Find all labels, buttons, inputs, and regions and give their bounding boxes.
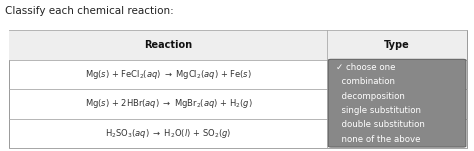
Text: ✓ choose one: ✓ choose one xyxy=(336,63,395,72)
Text: combination: combination xyxy=(336,77,395,86)
Bar xyxy=(328,30,467,60)
Text: Classify each chemical reaction:: Classify each chemical reaction: xyxy=(5,6,173,16)
Text: single substitution: single substitution xyxy=(336,106,421,115)
Text: Type: Type xyxy=(384,40,410,50)
Text: Reaction: Reaction xyxy=(145,40,192,50)
Text: decomposition: decomposition xyxy=(336,92,405,101)
Bar xyxy=(9,30,328,60)
Text: H$_2$SO$_3$$(aq)$ $\rightarrow$ H$_2$O$(l)$ + SO$_2$$(g)$: H$_2$SO$_3$$(aq)$ $\rightarrow$ H$_2$O$(… xyxy=(105,127,231,140)
Text: none of the above: none of the above xyxy=(336,135,420,143)
Text: double substitution: double substitution xyxy=(336,120,425,129)
FancyBboxPatch shape xyxy=(328,59,466,147)
Text: Mg$(s)$ + 2HBr$(aq)$ $\rightarrow$ MgBr$_2$$(aq)$ + H$_2$$(g)$: Mg$(s)$ + 2HBr$(aq)$ $\rightarrow$ MgBr$… xyxy=(84,97,252,110)
Text: Mg$(s)$ + FeCl$_2$$(aq)$ $\rightarrow$ MgCl$_2$$(aq)$ + Fe$(s)$: Mg$(s)$ + FeCl$_2$$(aq)$ $\rightarrow$ M… xyxy=(85,68,252,81)
Bar xyxy=(9,30,467,148)
